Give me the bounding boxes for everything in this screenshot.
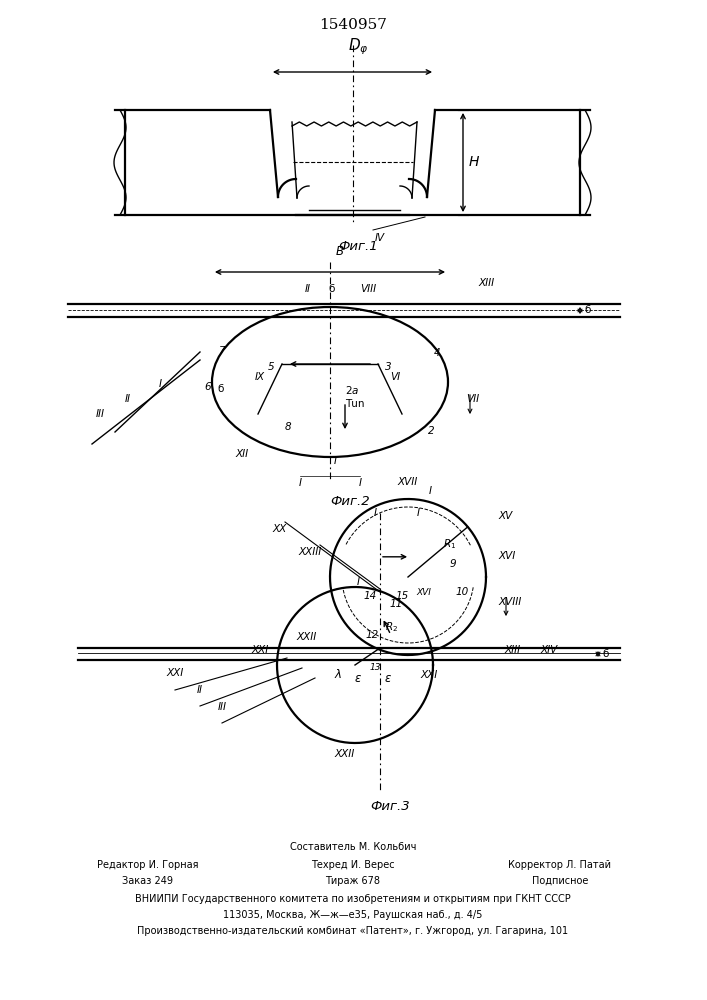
Text: Производственно-издательский комбинат «Патент», г. Ужгород, ул. Гагарина, 101: Производственно-издательский комбинат «П…	[137, 926, 568, 936]
Text: XXI: XXI	[420, 670, 437, 680]
Text: I: I	[158, 379, 161, 389]
Text: XXII: XXII	[297, 632, 317, 642]
Text: 9: 9	[450, 559, 457, 569]
Text: 2: 2	[428, 426, 435, 436]
Text: II: II	[197, 685, 203, 695]
Text: Редактор И. Горная: Редактор И. Горная	[98, 860, 199, 870]
Text: IX: IX	[255, 372, 265, 382]
Text: VI: VI	[390, 372, 400, 382]
Text: 14: 14	[363, 591, 377, 601]
Text: $\varepsilon$: $\varepsilon$	[384, 672, 392, 685]
Text: $D_\varphi$: $D_\varphi$	[348, 36, 368, 57]
Text: 8: 8	[285, 422, 291, 432]
Text: I: I	[428, 486, 431, 496]
Text: $R_1$: $R_1$	[443, 537, 456, 551]
Text: $R_2$: $R_2$	[385, 620, 398, 634]
Text: 1540957: 1540957	[319, 18, 387, 32]
Text: XXI: XXI	[252, 645, 269, 655]
Text: XXIII: XXIII	[298, 547, 322, 557]
Text: $2a$: $2a$	[345, 384, 359, 396]
Text: Фиг.1: Фиг.1	[338, 240, 378, 253]
Text: 113035, Москва, Ж—ж—е35, Раушская наб., д. 4/5: 113035, Москва, Ж—ж—е35, Раушская наб., …	[223, 910, 483, 920]
Text: 6: 6	[204, 382, 211, 392]
Text: XXII: XXII	[335, 749, 355, 759]
Text: XII: XII	[235, 449, 249, 459]
Text: 15: 15	[395, 591, 409, 601]
Text: Заказ 249: Заказ 249	[122, 876, 173, 886]
Text: XV: XV	[498, 511, 513, 521]
Text: 11: 11	[390, 599, 402, 609]
Text: $\varepsilon$: $\varepsilon$	[354, 672, 362, 685]
Text: I: I	[416, 508, 419, 518]
Text: 4: 4	[434, 348, 440, 358]
Text: I: I	[356, 577, 359, 587]
Text: I: I	[373, 508, 377, 518]
Text: б: б	[602, 649, 609, 659]
Text: б: б	[329, 284, 335, 294]
Text: IV: IV	[375, 233, 385, 243]
Text: XXI: XXI	[166, 668, 184, 678]
Text: I: I	[334, 456, 337, 466]
Text: XVI: XVI	[416, 588, 431, 597]
Text: B: B	[336, 245, 344, 258]
Text: Тun: Тun	[345, 399, 365, 409]
Text: $\lambda$: $\lambda$	[334, 668, 342, 681]
Text: XVI: XVI	[498, 551, 515, 561]
Text: II: II	[125, 394, 131, 404]
Text: 5: 5	[268, 362, 274, 372]
Text: Тираж 678: Тираж 678	[325, 876, 380, 886]
Text: 12: 12	[366, 630, 379, 640]
Text: I: I	[298, 478, 301, 488]
Text: II: II	[305, 284, 311, 294]
Text: XVII: XVII	[398, 477, 418, 487]
Text: Фиг.3: Фиг.3	[370, 800, 410, 813]
Text: Фиг.2: Фиг.2	[330, 495, 370, 508]
Text: III: III	[95, 409, 105, 419]
Text: XVIII: XVIII	[498, 597, 521, 607]
Text: XIII: XIII	[478, 278, 494, 288]
Text: I: I	[358, 478, 361, 488]
Text: 10: 10	[456, 587, 469, 597]
Text: ВНИИПИ Государственного комитета по изобретениям и открытиям при ГКНТ СССР: ВНИИПИ Государственного комитета по изоб…	[135, 894, 571, 904]
Text: б: б	[584, 305, 590, 315]
Text: XIV: XIV	[540, 645, 557, 655]
Text: 7: 7	[218, 346, 225, 356]
Text: Подписное: Подписное	[532, 876, 588, 886]
Text: III: III	[218, 702, 226, 712]
Text: H: H	[469, 155, 479, 169]
Text: Техред И. Верес: Техред И. Верес	[311, 860, 395, 870]
Text: Составитель М. Кольбич: Составитель М. Кольбич	[290, 842, 416, 852]
Text: 13: 13	[369, 663, 381, 672]
Text: XIII: XIII	[504, 645, 520, 655]
Text: 3: 3	[385, 362, 392, 372]
Text: XX: XX	[273, 524, 287, 534]
Text: б: б	[217, 384, 223, 394]
Text: Корректор Л. Патай: Корректор Л. Патай	[508, 860, 612, 870]
Text: VII: VII	[466, 394, 479, 404]
Text: VIII: VIII	[360, 284, 376, 294]
